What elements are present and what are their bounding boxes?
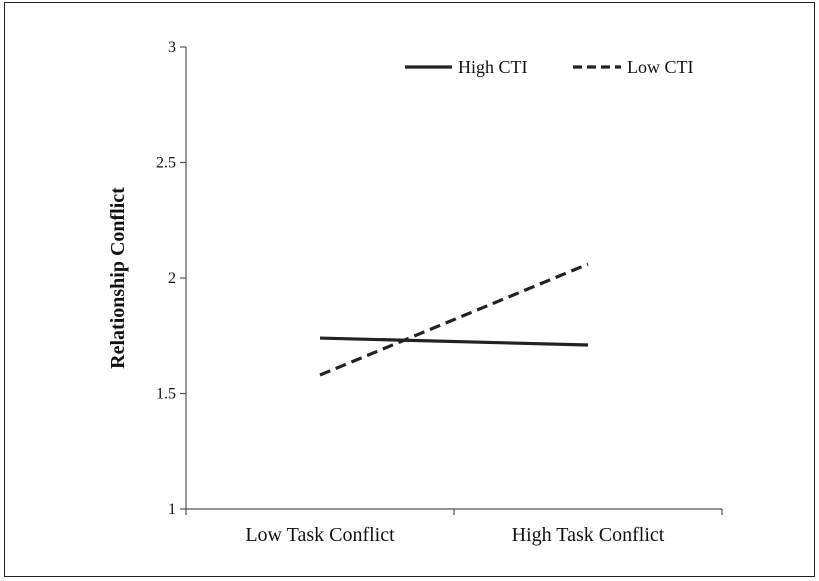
x-category-label: High Task Conflict <box>512 524 665 546</box>
legend-label: High CTI <box>458 57 528 77</box>
y-tick-label: 1 <box>168 501 176 518</box>
series-line-high-cti <box>319 336 589 347</box>
series-layer <box>319 262 589 377</box>
y-tick-label: 1.5 <box>156 386 176 403</box>
y-axis-ticks: 1 1.5 2 2.5 3 <box>156 39 186 518</box>
y-axis-title: Relationship Conflict <box>107 187 129 369</box>
legend: High CTI Low CTI <box>405 57 694 77</box>
x-axis-ticks: Low Task Conflict High Task Conflict <box>185 509 723 546</box>
chart-axes <box>185 47 722 510</box>
x-category-label: Low Task Conflict <box>245 524 395 546</box>
legend-label: Low CTI <box>627 57 694 77</box>
y-tick-label: 3 <box>168 39 176 56</box>
figure-frame <box>4 2 815 577</box>
y-tick-label: 2 <box>168 270 176 287</box>
series-line-low-cti <box>319 262 589 377</box>
y-tick-label: 2.5 <box>156 155 176 172</box>
